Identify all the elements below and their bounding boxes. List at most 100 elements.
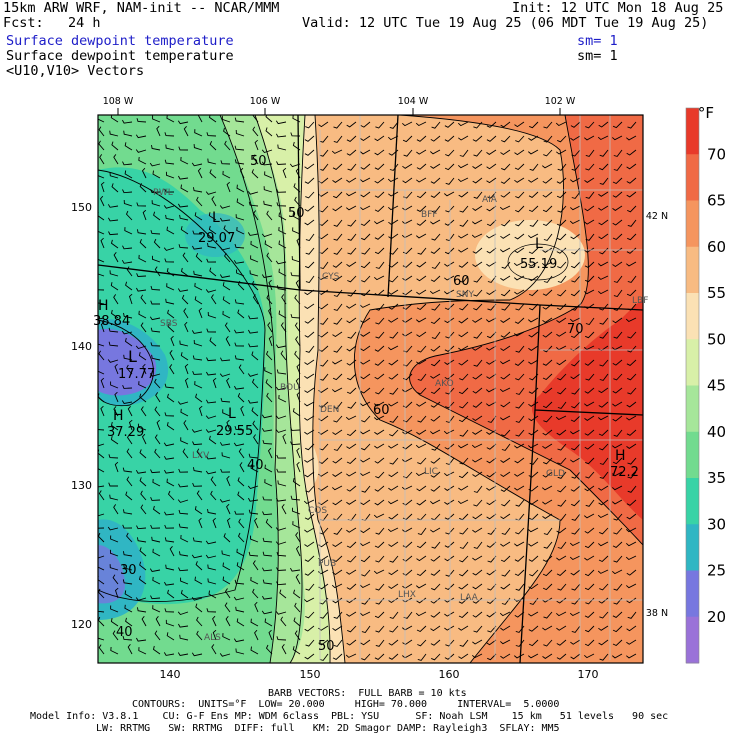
wind-barb [234,159,245,165]
wind-barb [458,191,469,198]
lon-label-102: 102 W [545,96,576,107]
wind-barb [220,217,231,222]
station-labels: RWL BFF AIA CYS SNY LBF SBS AKO BOU DEN … [153,188,648,643]
wind-barb [612,177,623,185]
wind-barb [237,491,245,501]
contour-label-50b: 50 [288,206,305,221]
wind-barb [458,415,469,423]
wind-barb [515,219,525,227]
wind-barb [613,555,623,563]
wind-barb [626,415,637,421]
wind-barb [445,415,455,423]
wind-barb [219,205,231,209]
wind-barb [220,468,231,473]
wind-barb [557,275,567,283]
wind-barb [254,601,259,613]
wind-barb [627,121,637,129]
wind-barb [180,534,189,543]
wind-barb [430,135,441,142]
wind-barb [528,233,539,239]
wind-barb [296,447,301,459]
wind-barb [136,287,147,292]
forecast-hour: Fcst: 24 h [3,15,101,31]
wind-barb [265,644,273,655]
wind-barb [220,160,231,165]
wind-barb [164,524,175,529]
wind-barb [515,499,525,507]
wind-barb [198,517,203,529]
wind-barb [127,644,133,655]
wind-barb [444,219,455,226]
wind-barb [570,653,581,660]
wind-barb [184,321,189,333]
wind-barb [333,527,343,535]
wind-barb [613,289,623,298]
colorbar-swatch [686,108,699,155]
wind-barb [209,141,217,151]
wind-barb [140,322,147,333]
wind-barb [528,135,539,141]
wind-barb [304,359,315,366]
wind-barb [164,581,175,586]
wind-barb [529,121,539,129]
wind-barb [192,441,203,446]
wind-barb [584,135,595,141]
wind-barb [501,135,511,143]
wind-barb [266,392,273,403]
wind-barb [613,275,623,283]
wind-barb [262,440,273,445]
wind-barb [219,499,231,503]
wind-barb [612,415,623,422]
wind-barb [445,233,455,242]
wind-barb [151,145,161,151]
wind-barb [346,191,357,197]
wind-barb [98,468,105,473]
wind-barb [472,653,483,659]
wind-barb [98,490,105,501]
wind-barb [570,205,581,211]
wind-barb [164,159,175,165]
wind-barb [99,195,105,207]
wind-barb [528,247,539,255]
wind-barb [626,583,637,589]
wind-barb [444,191,455,197]
wind-barb [528,653,539,659]
low-value-3: 29.55 [216,424,253,439]
wind-barb [486,387,497,393]
wind-barb [374,485,385,492]
wind-barb [626,177,637,184]
wind-barb [262,579,273,585]
wind-barb [276,468,287,473]
wind-barb [347,289,357,297]
wind-barb [110,421,119,431]
wind-barb [542,163,553,169]
wind-barb [374,401,385,407]
wind-barb [152,576,161,585]
wind-barb [237,309,245,319]
wind-barb [487,275,497,283]
wind-barb [415,611,427,617]
wind-barb [598,429,609,437]
station-pub: PUB [318,559,336,569]
wind-barb [557,457,567,465]
wind-barb [290,441,301,446]
wind-barb [613,149,623,157]
wind-barb [140,406,147,417]
wind-barb [626,597,637,604]
wind-barb [528,429,539,436]
wind-barb [612,359,623,366]
wind-barb [388,443,399,449]
wind-barb [598,219,609,226]
wind-barb [294,602,301,613]
wind-barb [295,574,301,585]
wind-barb [584,387,595,394]
wind-barb [417,653,427,661]
wind-barb [169,546,175,557]
wind-barb [360,401,371,407]
wind-barb [570,569,581,576]
wind-barb [626,569,637,576]
wind-barb [219,246,231,251]
contour-label-40a: 40 [247,458,264,473]
wind-barb [149,316,161,321]
wind-barb [332,177,343,183]
